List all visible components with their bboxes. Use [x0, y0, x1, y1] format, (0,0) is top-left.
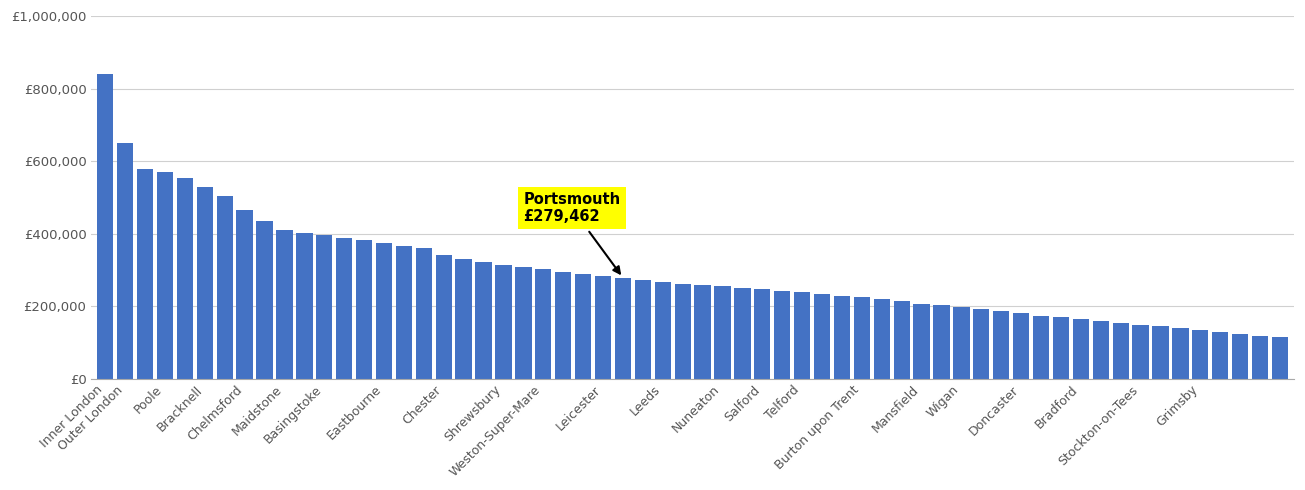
Bar [395, 245, 412, 379]
Bar [655, 282, 671, 379]
Bar [217, 196, 232, 379]
Bar [595, 276, 611, 379]
Bar [834, 295, 850, 379]
Bar [236, 210, 253, 379]
Bar [197, 187, 213, 379]
Bar [436, 255, 452, 379]
Bar [894, 301, 910, 379]
Bar [496, 265, 512, 379]
Bar [1133, 325, 1148, 379]
Bar [634, 280, 651, 379]
Bar [277, 230, 292, 379]
Bar [1232, 334, 1249, 379]
Bar [933, 305, 950, 379]
Bar [774, 291, 791, 379]
Bar [675, 284, 690, 379]
Bar [316, 235, 333, 379]
Bar [416, 247, 432, 379]
Bar [376, 243, 393, 379]
Bar [535, 270, 552, 379]
Bar [1092, 321, 1109, 379]
Bar [615, 278, 632, 379]
Bar [1193, 330, 1208, 379]
Bar [117, 143, 133, 379]
Bar [475, 262, 492, 379]
Bar [356, 241, 372, 379]
Bar [974, 309, 989, 379]
Bar [335, 238, 352, 379]
Bar [576, 274, 591, 379]
Bar [714, 286, 731, 379]
Bar [137, 169, 153, 379]
Bar [1013, 313, 1030, 379]
Bar [1032, 316, 1049, 379]
Bar [913, 304, 929, 379]
Bar [993, 311, 1009, 379]
Bar [1172, 328, 1189, 379]
Bar [1152, 326, 1169, 379]
Bar [754, 289, 770, 379]
Bar [97, 74, 114, 379]
Bar [853, 297, 870, 379]
Bar [176, 178, 193, 379]
Bar [1112, 323, 1129, 379]
Bar [793, 292, 810, 379]
Text: Portsmouth
£279,462: Portsmouth £279,462 [523, 192, 620, 273]
Bar [694, 285, 711, 379]
Bar [515, 267, 531, 379]
Bar [1073, 319, 1088, 379]
Bar [735, 288, 750, 379]
Bar [296, 233, 312, 379]
Bar [873, 299, 890, 379]
Bar [953, 307, 970, 379]
Bar [1053, 318, 1069, 379]
Bar [1251, 336, 1268, 379]
Bar [455, 259, 472, 379]
Bar [157, 172, 174, 379]
Bar [1212, 332, 1228, 379]
Bar [555, 271, 572, 379]
Bar [256, 221, 273, 379]
Bar [814, 294, 830, 379]
Bar [1272, 337, 1288, 379]
